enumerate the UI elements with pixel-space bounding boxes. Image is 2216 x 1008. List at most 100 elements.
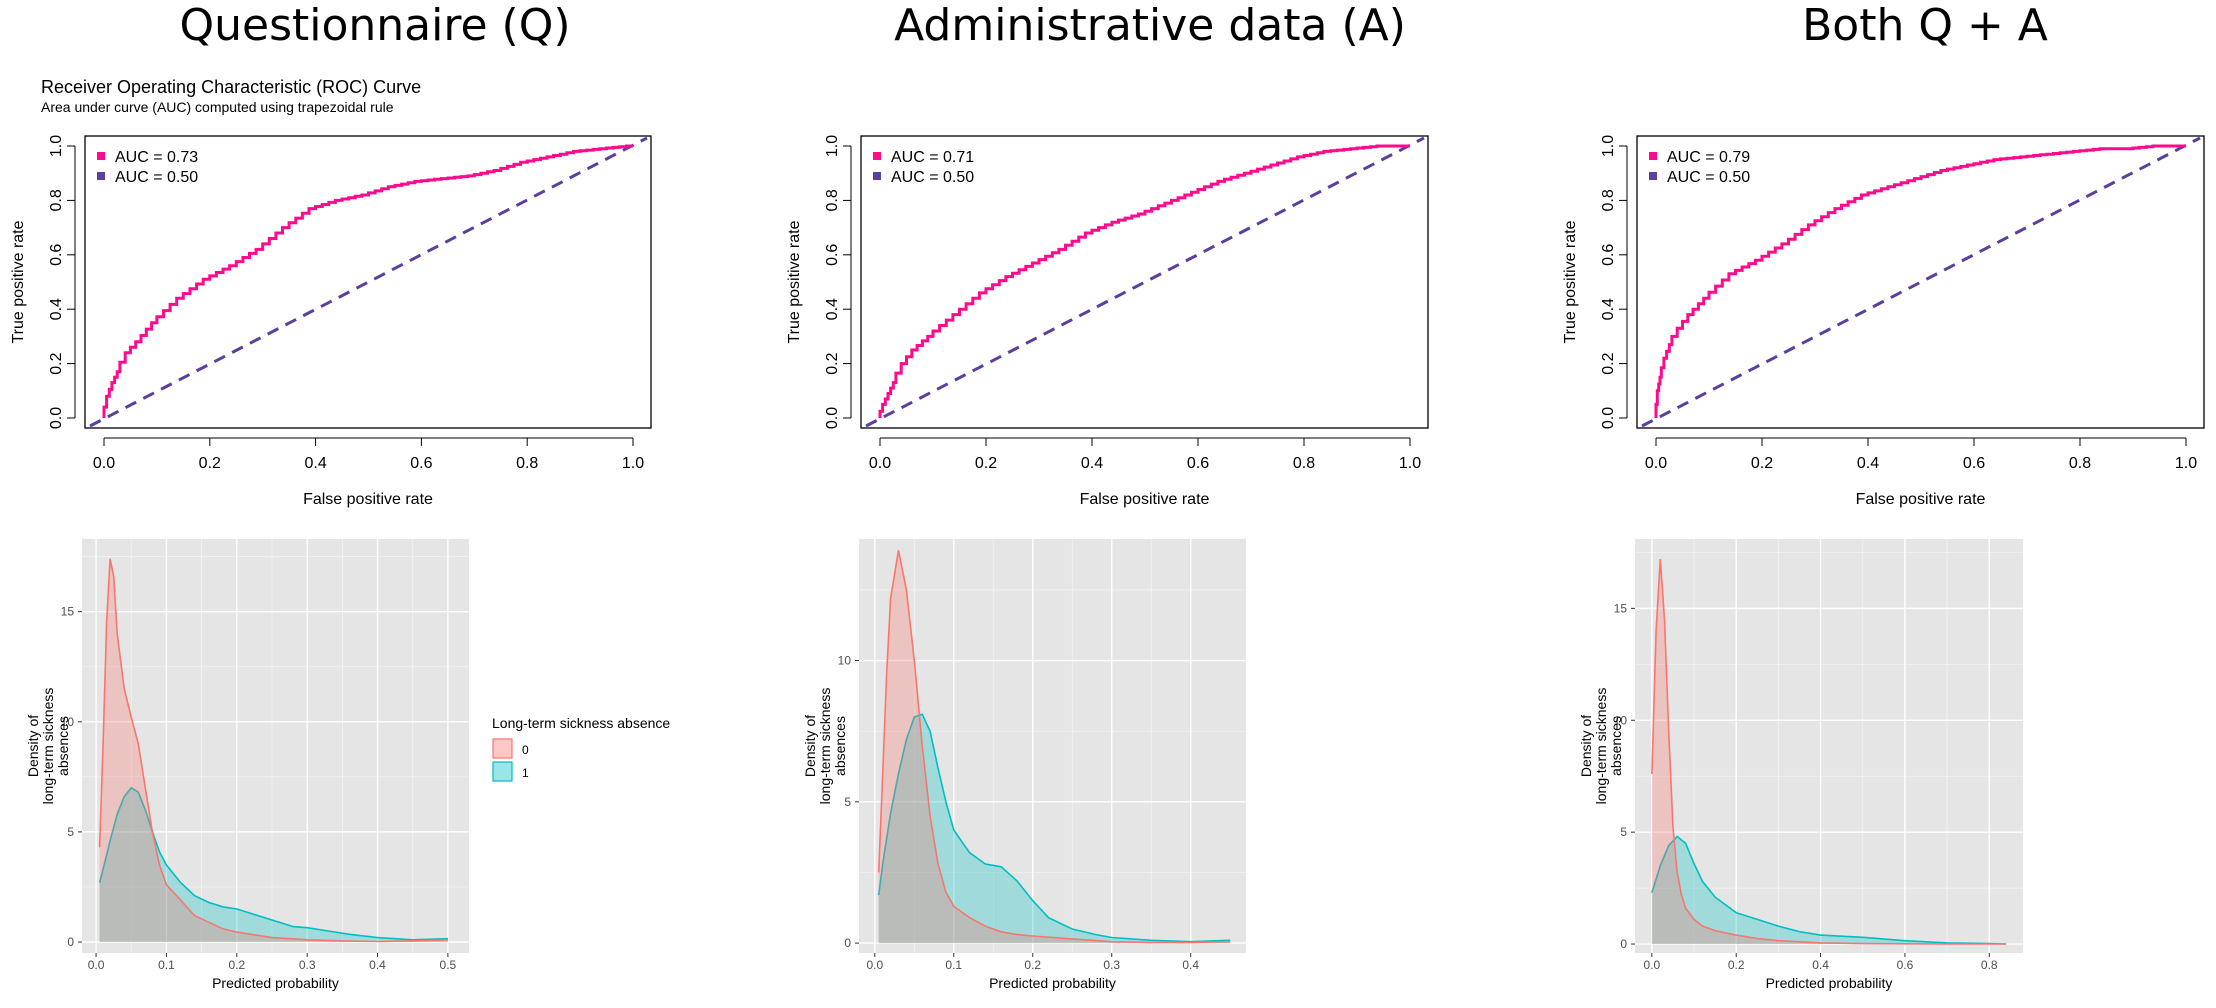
density-y-tick-label: 0 [67, 935, 74, 949]
density-line-group-0 [98, 558, 448, 943]
density-y-axis-label: long-term sickness [817, 688, 833, 805]
roc-chance-line [865, 136, 1425, 428]
density-y-tick-label: 5 [67, 825, 74, 839]
density-y-axis-label: long-term sickness [40, 688, 56, 805]
density-y-tick-label: 5 [1620, 825, 1627, 839]
roc-y-axis-label: True positive rate [10, 220, 27, 343]
roc-x-tick-label: 1.0 [622, 455, 644, 472]
roc-y-tick-label: 1.0 [48, 135, 65, 157]
roc-chance-line [89, 136, 648, 428]
roc-legend-swatch-auc [873, 152, 881, 160]
density-y-axis-label: long-term sickness [1593, 688, 1609, 805]
roc-y-tick-label: 0.4 [824, 298, 841, 320]
density-chart-both: 0.0 0.2 0.4 0.6 0.8 0 5 10 15 Predicted probabili… [1578, 539, 2023, 991]
roc-x-tick-label: 0.6 [410, 455, 432, 472]
density-x-tick-label: 0.0 [1644, 958, 1661, 972]
roc-x-tick-label: 1.0 [2175, 455, 2197, 472]
roc-x-tick-label: 0.2 [199, 455, 221, 472]
roc-legend-label-auc: AUC = 0.71 [891, 149, 974, 166]
roc-legend-swatch-chance [97, 172, 105, 180]
roc-y-tick-label: 0.0 [824, 407, 841, 429]
density-y-tick-label: 10 [61, 715, 75, 729]
density-legend-title: Long-term sickness absence [492, 715, 670, 731]
roc-legend-swatch-chance [1649, 172, 1657, 180]
roc-y-tick-label: 0.6 [1600, 244, 1617, 266]
roc-heading: Receiver Operating Characteristic (ROC) … [41, 77, 421, 97]
roc-x-tick-label: 0.6 [1187, 455, 1209, 472]
roc-x-tick-label: 0.2 [975, 455, 997, 472]
density-x-tick-label: 0.4 [1812, 958, 1829, 972]
roc-chart-both: 0.0 0.2 0.4 0.6 0.8 1.0 0.0 0.2 0.4 0.6 0.8 1.0 Fals… [1562, 135, 2205, 508]
roc-x-tick-label: 0.6 [1963, 455, 1985, 472]
density-x-axis-label: Predicted probability [1766, 975, 1893, 991]
roc-x-tick-label: 0.8 [2069, 455, 2091, 472]
density-x-tick-label: 0.3 [299, 958, 316, 972]
roc-x-tick-label: 0.4 [1857, 455, 1879, 472]
roc-legend-label-auc: AUC = 0.73 [115, 149, 198, 166]
roc-y-tick-label: 0.4 [48, 298, 65, 320]
roc-y-tick-label: 0.8 [824, 189, 841, 211]
density-line-group-0 [877, 550, 1231, 944]
roc-y-tick-label: 0.4 [1600, 298, 1617, 320]
roc-y-tick-label: 0.0 [48, 407, 65, 429]
density-y-axis-label: absences [55, 716, 71, 776]
density-y-tick-label: 15 [1614, 601, 1628, 615]
density-legend-swatch-1 [492, 761, 513, 782]
roc-y-tick-label: 0.8 [1600, 189, 1617, 211]
density-y-tick-label: 5 [844, 795, 851, 809]
density-legend: Long-term sickness absence 0 1 [492, 715, 670, 782]
density-y-axis-label: Density of [802, 715, 818, 777]
density-x-tick-label: 0.2 [228, 958, 245, 972]
roc-x-tick-label: 0.0 [869, 455, 891, 472]
density-legend-swatch-0 [492, 738, 513, 759]
density-y-tick-label: 15 [61, 605, 75, 619]
roc-legend-swatch-chance [873, 172, 881, 180]
roc-x-axis-label: False positive rate [1080, 491, 1210, 508]
roc-curve [878, 144, 1410, 418]
roc-y-axis-label: True positive rate [1562, 220, 1579, 343]
density-x-axis-label: Predicted probability [212, 975, 339, 991]
density-line-group-1 [98, 786, 448, 941]
density-y-tick-label: 10 [1614, 713, 1628, 727]
roc-y-axis-label: True positive rate [786, 220, 803, 343]
roc-legend-label-chance: AUC = 0.50 [891, 169, 974, 186]
density-legend-label-1: 1 [522, 766, 529, 780]
roc-legend-swatch-auc [97, 152, 105, 160]
roc-legend-label-auc: AUC = 0.79 [1667, 149, 1750, 166]
density-area-group-0 [878, 550, 1231, 944]
column-title-both: Both Q + A [1802, 0, 2048, 51]
column-title-questionnaire: Questionnaire (Q) [179, 0, 570, 51]
density-x-tick-label: 0.1 [945, 958, 962, 972]
roc-x-axis-label: False positive rate [1856, 491, 1986, 508]
column-title-administrative: Administrative data (A) [894, 0, 1406, 51]
roc-y-tick-label: 0.6 [824, 244, 841, 266]
roc-y-tick-label: 0.6 [48, 244, 65, 266]
density-area-group-1 [878, 714, 1231, 944]
density-y-axis-label: Density of [25, 715, 41, 777]
roc-y-tick-label: 0.0 [1600, 407, 1617, 429]
density-y-tick-label: 10 [838, 654, 852, 668]
roc-x-tick-label: 0.8 [1293, 455, 1315, 472]
roc-x-axis-label: False positive rate [303, 491, 433, 508]
density-line-group-1 [1651, 835, 2007, 945]
density-panel-background [859, 539, 1246, 953]
density-x-tick-label: 0.0 [866, 958, 883, 972]
roc-y-tick-label: 0.2 [824, 352, 841, 374]
density-x-tick-label: 0.8 [1981, 958, 1998, 972]
density-line-group-1 [877, 713, 1231, 943]
density-panel-background [82, 539, 469, 953]
density-line-group-0 [1651, 559, 2007, 945]
density-area-group-1 [99, 787, 448, 942]
roc-x-tick-label: 0.0 [93, 455, 115, 472]
roc-curve [1654, 144, 2186, 418]
roc-x-tick-label: 1.0 [1399, 455, 1421, 472]
roc-chart-administrative: 0.0 0.2 0.4 0.6 0.8 1.0 0.0 0.2 0.4 0.6 0.8 1.0 Fals… [786, 135, 1429, 508]
density-area-group-0 [99, 558, 448, 942]
density-x-tick-label: 0.3 [1103, 958, 1120, 972]
roc-y-tick-label: 0.2 [48, 352, 65, 374]
density-area-group-1 [1651, 836, 2007, 944]
density-x-tick-label: 0.2 [1024, 958, 1041, 972]
roc-subheading: Area under curve (AUC) computed using tr… [41, 99, 394, 115]
roc-legend-swatch-auc [1649, 152, 1657, 160]
